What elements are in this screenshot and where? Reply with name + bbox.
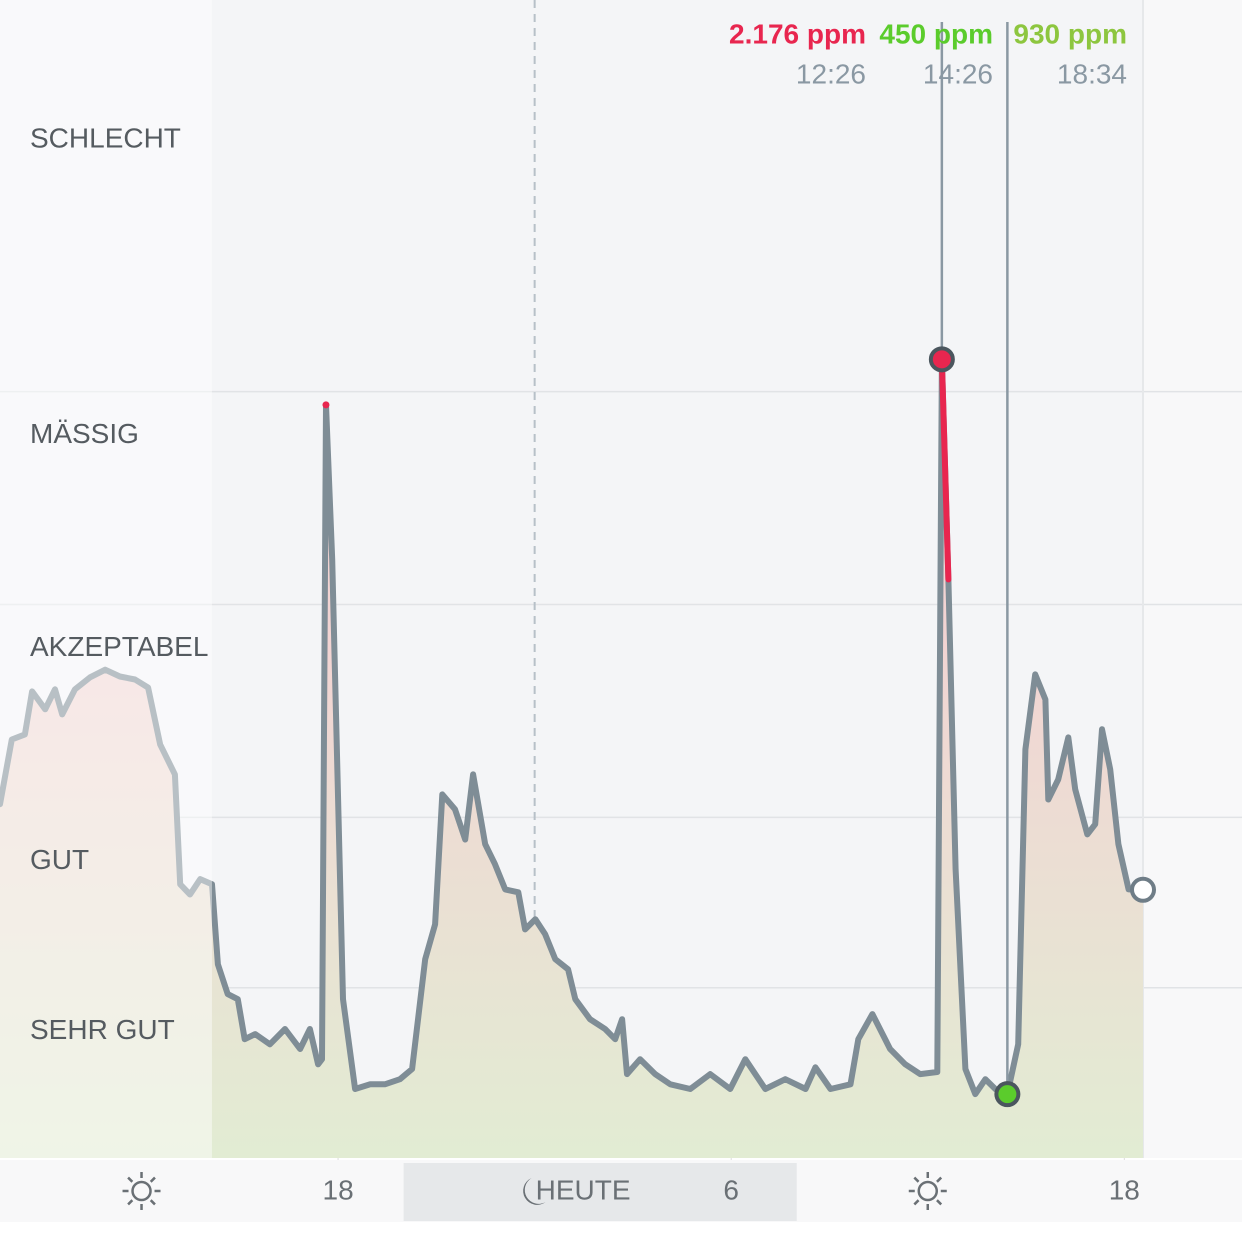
- sun-core: [131, 1180, 152, 1202]
- x-tick-label: 18: [323, 1174, 354, 1205]
- sun-icon: [122, 1172, 161, 1210]
- sun-ray: [127, 1199, 134, 1206]
- selected-segment: [938, 356, 952, 583]
- zone-label: SCHLECHT: [30, 122, 181, 153]
- readout-marker: [994, 1081, 1021, 1108]
- max-dot: [322, 401, 330, 409]
- readout-time: 14:26: [923, 58, 993, 89]
- sun-ray: [936, 1176, 943, 1183]
- readout-value: 450 ppm: [879, 18, 993, 49]
- line: [0, 356, 1146, 1098]
- readout-value: 2.176 ppm: [729, 18, 866, 49]
- sun-ray: [149, 1199, 156, 1206]
- readout-value: 930 ppm: [1013, 18, 1127, 49]
- sun-core: [917, 1180, 939, 1202]
- readout-time: 12:26: [796, 58, 866, 89]
- readout-time: 18:34: [1057, 58, 1127, 89]
- night-band: [403, 1163, 797, 1221]
- sun-ray: [913, 1176, 920, 1183]
- x-tick-label: 18: [1109, 1174, 1140, 1205]
- sun-ray: [127, 1176, 134, 1183]
- history-fade: [0, 0, 212, 1158]
- readout-marker: [1130, 876, 1156, 903]
- zone-label: GUT: [30, 844, 89, 875]
- sun-ray: [149, 1176, 156, 1183]
- x-tick-label: 6: [723, 1174, 739, 1205]
- zone-label: SEHR GUT: [30, 1014, 175, 1045]
- area: [0, 359, 1143, 1158]
- zone-label: AKZEPTABEL: [30, 631, 208, 662]
- zone-label: MÄSSIG: [30, 418, 139, 449]
- readout-marker: [928, 346, 955, 373]
- future-background: [1143, 0, 1242, 1158]
- sun-ray: [913, 1199, 920, 1206]
- x-tick-label: HEUTE: [536, 1174, 631, 1205]
- sun-icon: [908, 1172, 947, 1210]
- sun-ray: [936, 1199, 943, 1206]
